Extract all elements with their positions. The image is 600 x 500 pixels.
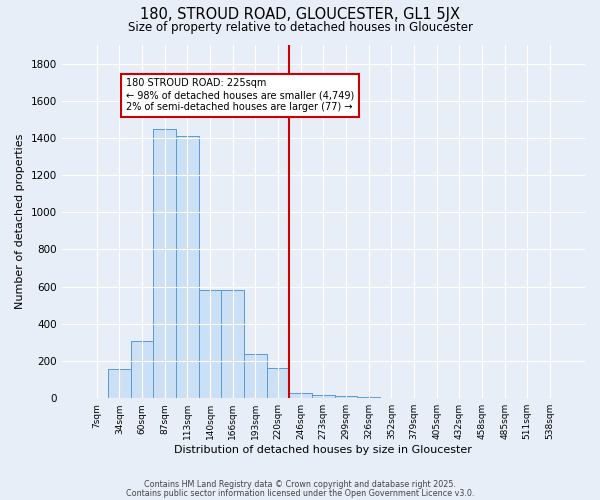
Bar xyxy=(335,396,358,398)
Bar xyxy=(266,368,289,398)
Bar xyxy=(221,290,244,398)
Bar xyxy=(176,136,199,398)
Text: Contains HM Land Registry data © Crown copyright and database right 2025.: Contains HM Land Registry data © Crown c… xyxy=(144,480,456,489)
Bar xyxy=(176,136,199,398)
Bar xyxy=(131,340,154,398)
Bar xyxy=(244,354,266,398)
Bar xyxy=(108,370,131,398)
Text: Contains public sector information licensed under the Open Government Licence v3: Contains public sector information licen… xyxy=(126,488,474,498)
Bar xyxy=(154,128,176,398)
Bar xyxy=(108,370,131,398)
Text: 180 STROUD ROAD: 225sqm
← 98% of detached houses are smaller (4,749)
2% of semi-: 180 STROUD ROAD: 225sqm ← 98% of detache… xyxy=(126,78,355,112)
Bar xyxy=(221,290,244,398)
Bar xyxy=(266,368,289,398)
Bar xyxy=(335,396,358,398)
Bar xyxy=(244,354,266,398)
Bar xyxy=(312,396,335,398)
Bar xyxy=(289,392,312,398)
Y-axis label: Number of detached properties: Number of detached properties xyxy=(15,134,25,310)
Bar xyxy=(289,392,312,398)
Text: Size of property relative to detached houses in Gloucester: Size of property relative to detached ho… xyxy=(128,21,473,34)
Bar xyxy=(312,396,335,398)
Bar xyxy=(154,128,176,398)
X-axis label: Distribution of detached houses by size in Gloucester: Distribution of detached houses by size … xyxy=(175,445,472,455)
Bar xyxy=(131,340,154,398)
Bar xyxy=(199,290,221,398)
Bar xyxy=(199,290,221,398)
Text: 180, STROUD ROAD, GLOUCESTER, GL1 5JX: 180, STROUD ROAD, GLOUCESTER, GL1 5JX xyxy=(140,8,460,22)
